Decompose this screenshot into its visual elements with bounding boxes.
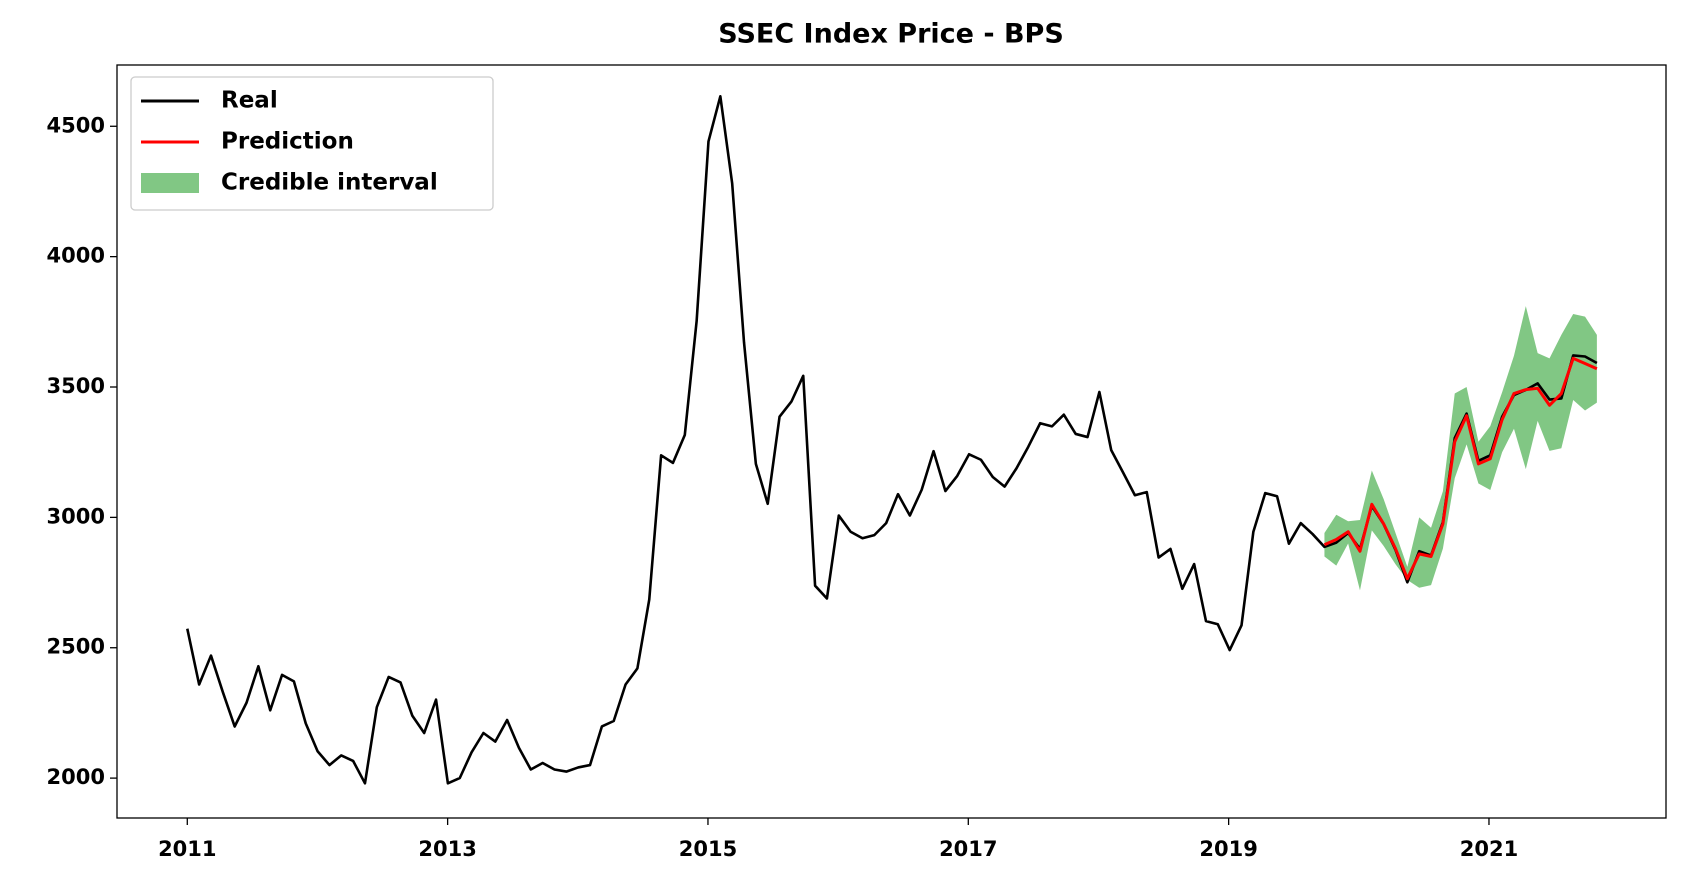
y-tick-label: 2000 (47, 765, 105, 789)
y-tick-label: 4000 (47, 244, 105, 268)
legend-label: Prediction (221, 129, 354, 155)
legend-label: Real (221, 88, 278, 114)
y-tick-label: 3000 (47, 504, 105, 528)
x-tick-label: 2011 (158, 837, 216, 861)
plot-frame (116, 64, 1667, 819)
legend-box (130, 76, 494, 211)
y-tick-label: 2500 (47, 635, 105, 659)
x-tick-label: 2017 (939, 837, 997, 861)
legend-swatch (141, 173, 199, 193)
x-tick-label: 2021 (1460, 837, 1518, 861)
x-tick-label: 2013 (418, 837, 476, 861)
x-tick-label: 2015 (679, 837, 737, 861)
chart-title: SSEC Index Price - BPS (718, 19, 1064, 50)
y-tick-label: 4500 (47, 113, 105, 137)
line (1323, 356, 1598, 581)
credible-interval (1324, 306, 1597, 591)
legend-label: Credible interval (221, 170, 438, 196)
y-tick-label: 3500 (47, 374, 105, 398)
x-tick-label: 2019 (1199, 837, 1257, 861)
